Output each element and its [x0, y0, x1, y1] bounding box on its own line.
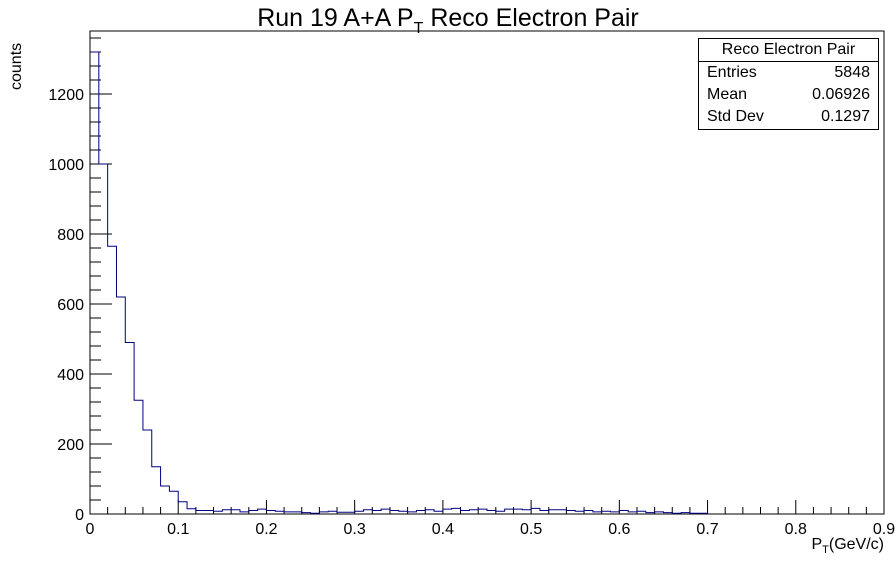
histogram-bin — [549, 510, 558, 514]
histogram-bin — [443, 509, 452, 514]
histogram-bin — [619, 511, 628, 515]
x-axis-label-unit: (GeV/c) — [828, 536, 884, 553]
histogram-bin — [187, 509, 196, 514]
x-tick-label: 0.9 — [873, 521, 895, 538]
x-tick-label: 0.4 — [432, 521, 454, 538]
stats-row-mean: Mean 0.06926 — [699, 84, 878, 106]
histogram-bin — [452, 508, 461, 514]
stats-value: 0.1297 — [821, 108, 870, 125]
stats-value: 0.06926 — [812, 86, 870, 103]
histogram-bin — [116, 297, 125, 514]
histogram-bin — [513, 509, 522, 514]
histogram-bin — [169, 491, 178, 514]
stats-row-entries: Entries 5848 — [699, 62, 878, 84]
chart-title-main: Run 19 A+A P — [257, 4, 414, 32]
histogram-bin — [469, 510, 478, 514]
x-axis-label-subscript: T — [822, 544, 829, 556]
chart-title: Run 19 A+A PT Reco Electron Pair — [0, 4, 896, 37]
histogram-bin — [125, 343, 134, 515]
stats-value: 5848 — [834, 64, 870, 81]
chart-title-rest: Reco Electron Pair — [430, 4, 639, 32]
histogram-bin — [566, 511, 575, 515]
x-tick-label: 0.7 — [696, 521, 718, 538]
histogram-bin — [505, 509, 514, 514]
histogram-bin — [478, 509, 487, 514]
histogram-bin — [531, 508, 540, 514]
stats-box-title: Reco Electron Pair — [699, 39, 878, 62]
histogram-bin — [178, 502, 187, 514]
x-axis-label: PT(GeV/c) — [811, 536, 884, 556]
histogram-bin — [558, 510, 567, 514]
histogram-bin — [152, 467, 161, 514]
x-tick-label: 0.2 — [255, 521, 277, 538]
histogram-bin — [90, 52, 99, 514]
histogram-bin — [205, 511, 214, 515]
histogram-bin — [416, 511, 425, 515]
histogram-bin — [231, 510, 240, 514]
stats-key: Entries — [707, 64, 757, 81]
histogram-bin — [390, 511, 399, 515]
axes — [89, 30, 885, 515]
histogram-bin — [363, 510, 372, 514]
x-tick-label: 0.3 — [344, 521, 366, 538]
y-tick-label: 1200 — [48, 87, 84, 104]
histogram-bin — [461, 511, 470, 515]
stats-row-stddev: Std Dev 0.1297 — [699, 106, 878, 128]
y-tick-label: 400 — [57, 367, 84, 384]
histogram-bin — [196, 511, 205, 515]
plot-frame — [89, 30, 885, 515]
y-tick-label: 1000 — [48, 157, 84, 174]
histogram-bin — [161, 486, 170, 514]
histogram-bin — [249, 511, 258, 515]
histogram-bin — [222, 510, 231, 514]
histogram-bin — [522, 510, 531, 514]
histogram-bin — [258, 509, 267, 514]
histogram-bin — [381, 509, 390, 514]
histogram-bins — [90, 52, 708, 514]
x-tick-label: 0.8 — [785, 521, 807, 538]
y-tick-label: 800 — [57, 227, 84, 244]
histogram-bin — [372, 511, 381, 515]
tick-labels: 0 0.1 0.2 0.3 0.4 0.5 0.6 0.7 0.8 0.9 0 200 400 600 80… — [48, 87, 895, 538]
stats-key: Std Dev — [707, 108, 764, 125]
histogram-bin — [266, 511, 275, 515]
x-axis-label-main: P — [811, 536, 823, 553]
histogram-bin — [540, 511, 549, 515]
stats-box: Reco Electron Pair Entries 5848 Mean 0.0… — [698, 38, 879, 130]
histogram-line — [90, 51, 709, 514]
y-tick-label: 600 — [57, 297, 84, 314]
y-tick-label: 200 — [57, 437, 84, 454]
histogram-bin — [134, 400, 143, 514]
histogram-bin — [584, 511, 593, 515]
histogram-bin — [425, 510, 434, 514]
histogram-bin — [108, 246, 117, 514]
x-tick-label: 0.5 — [520, 521, 542, 538]
chart-title-subscript: T — [413, 20, 424, 37]
x-tick-label: 0 — [86, 521, 95, 538]
histogram-bin — [143, 430, 152, 514]
y-tick-label: 0 — [75, 507, 84, 524]
stats-key: Mean — [707, 86, 748, 103]
y-axis-label: counts — [8, 42, 25, 90]
histogram-bin — [487, 511, 496, 515]
histogram-bin — [99, 164, 108, 514]
x-tick-label: 0.1 — [167, 521, 189, 538]
x-tick-label: 0.6 — [608, 521, 630, 538]
